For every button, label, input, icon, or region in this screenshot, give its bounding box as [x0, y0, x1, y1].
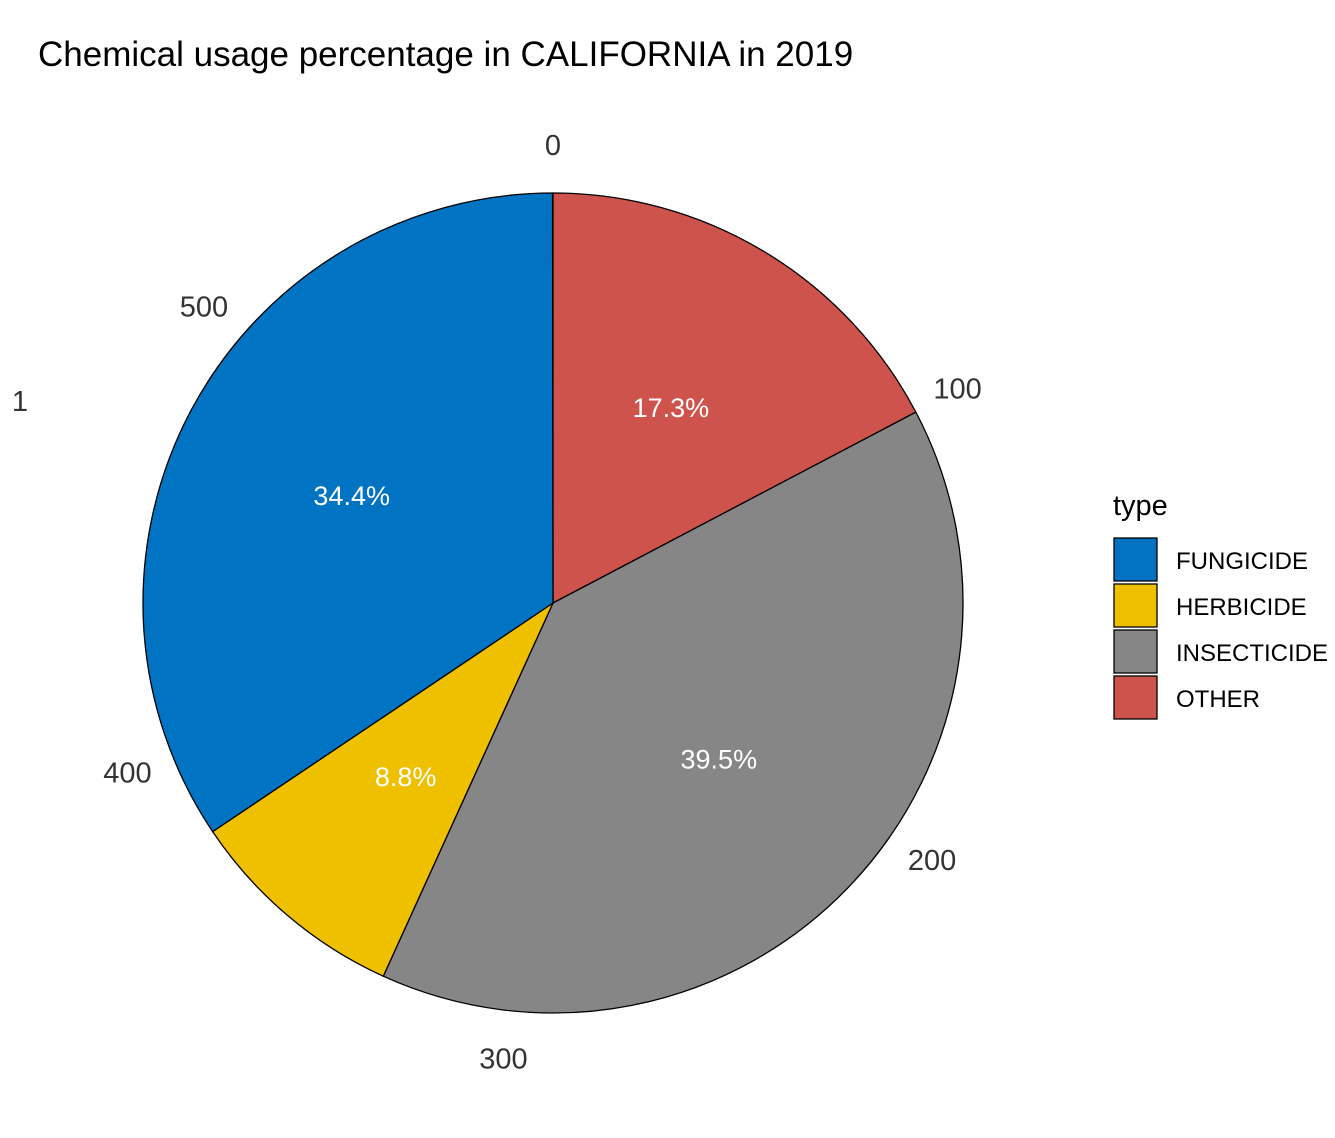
percent-label-insecticide: 39.5%	[681, 745, 758, 775]
slice-fungicide	[142, 192, 554, 833]
legend-title: type	[1113, 490, 1168, 522]
chart-title: Chemical usage percentage in CALIFORNIA …	[38, 35, 853, 74]
legend-label-herbicide: HERBICIDE	[1176, 594, 1307, 621]
theta-tick-label: 0	[545, 130, 561, 162]
slice-herbicide	[211, 601, 555, 978]
percent-labels: 17.3% 39.5% 8.8% 34.4%	[313, 393, 757, 792]
percent-label-fungicide: 34.4%	[313, 481, 390, 511]
theta-tick-label: 100	[933, 374, 981, 406]
legend-label-insecticide: INSECTICIDE	[1176, 640, 1328, 667]
legend-key-insecticide	[1113, 629, 1158, 674]
percent-label-herbicide: 8.8%	[375, 762, 437, 792]
theta-tick-label: 500	[180, 292, 228, 324]
legend-label-fungicide: FUNGICIDE	[1176, 548, 1308, 575]
slice-insecticide	[382, 411, 964, 1014]
legend-label-other: OTHER	[1176, 686, 1260, 713]
legend-key-fungicide	[1113, 537, 1158, 582]
legend-key-other	[1113, 675, 1158, 720]
theta-axis-ticks: 0 100 200 300 400 500	[103, 130, 981, 1075]
legend-items: FUNGICIDE HERBICIDE INSECTICIDE OTHER	[1113, 537, 1328, 720]
theta-tick-label: 200	[908, 845, 956, 877]
pie-slices	[142, 192, 964, 1014]
slice-other	[552, 192, 917, 605]
theta-tick-label: 400	[103, 758, 151, 790]
percent-label-other: 17.3%	[633, 393, 710, 423]
legend-key-herbicide	[1113, 583, 1158, 628]
legend: type FUNGICIDE HERBICIDE INSECTICIDE OTHER	[1113, 490, 1328, 720]
theta-tick-label: 300	[479, 1043, 527, 1075]
radial-axis-tick-label: 1	[12, 386, 28, 418]
